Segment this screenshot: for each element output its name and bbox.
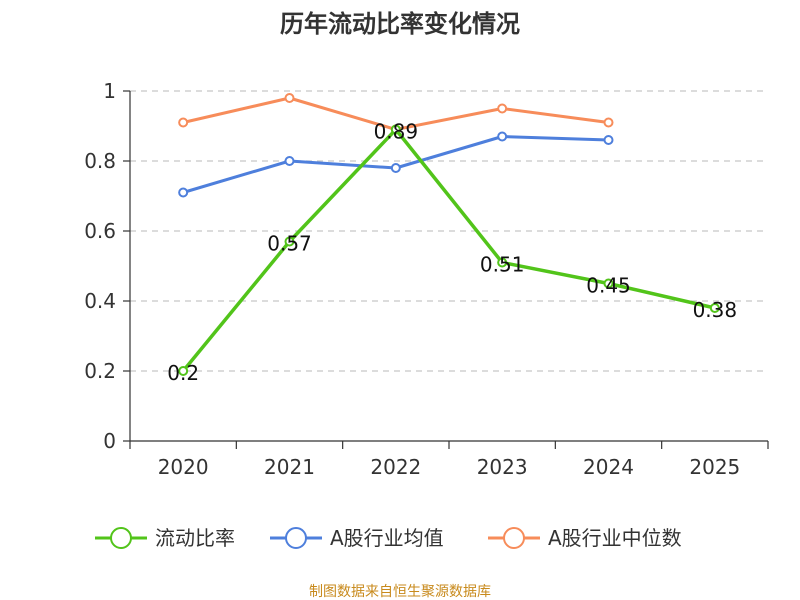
data-point — [603, 117, 614, 128]
y-tick-label: 0.8 — [84, 149, 116, 173]
data-point — [497, 103, 508, 114]
x-tick-label: 2021 — [264, 455, 315, 479]
data-point — [178, 366, 189, 376]
legend-label-0: 流动比率 — [155, 526, 235, 550]
data-point — [603, 135, 614, 145]
chart-title: 历年流动比率变化情况 — [280, 10, 520, 38]
legend-marker-2 — [503, 527, 525, 549]
legend-label-1: A股行业均值 — [330, 526, 444, 550]
y-tick-label: 0.4 — [84, 289, 116, 313]
y-tick-label: 0.2 — [84, 359, 116, 383]
data-label: 0.45 — [586, 274, 631, 298]
x-tick-label: 2024 — [583, 455, 634, 479]
data-point — [284, 93, 295, 103]
data-label: 0.89 — [374, 120, 419, 144]
data-point — [497, 131, 508, 142]
data-point — [178, 117, 189, 128]
y-tick-label: 0.6 — [84, 219, 116, 243]
data-point — [284, 156, 295, 166]
legend-label-2: A股行业中位数 — [548, 526, 682, 550]
legend: 流动比率 A股行业均值 A股行业中位数 — [95, 526, 682, 550]
axes: 0 0.2 0.4 0.6 0.8 1 2020 2021 2022 2023 2024 2025 — [84, 79, 769, 479]
data-point — [390, 124, 401, 135]
data-point — [178, 187, 189, 198]
data-label: 0.38 — [693, 298, 738, 322]
data-label: 0.57 — [267, 232, 312, 256]
x-tick-label: 2020 — [158, 455, 209, 479]
legend-marker-1 — [285, 527, 307, 549]
data-label: 0.2 — [167, 361, 199, 385]
y-tick-label: 0 — [103, 429, 116, 453]
series-lines — [178, 93, 720, 376]
x-tick-label: 2025 — [689, 455, 740, 479]
grid-lines — [130, 90, 768, 372]
data-point — [497, 257, 508, 268]
data-point — [284, 236, 295, 247]
x-tick-label: 2022 — [370, 455, 421, 479]
source-note: 制图数据来自恒生聚源数据库 — [309, 584, 491, 600]
legend-marker-0 — [110, 527, 132, 549]
y-tick-label: 1 — [103, 79, 116, 103]
data-point — [709, 303, 720, 313]
data-labels: 0.2 0.57 0.89 0.51 0.45 0.38 — [167, 120, 737, 386]
data-point — [603, 278, 614, 289]
x-tick-label: 2023 — [477, 455, 528, 479]
data-point — [390, 163, 401, 173]
data-label: 0.51 — [480, 253, 525, 277]
series-line-0 — [181, 127, 716, 373]
